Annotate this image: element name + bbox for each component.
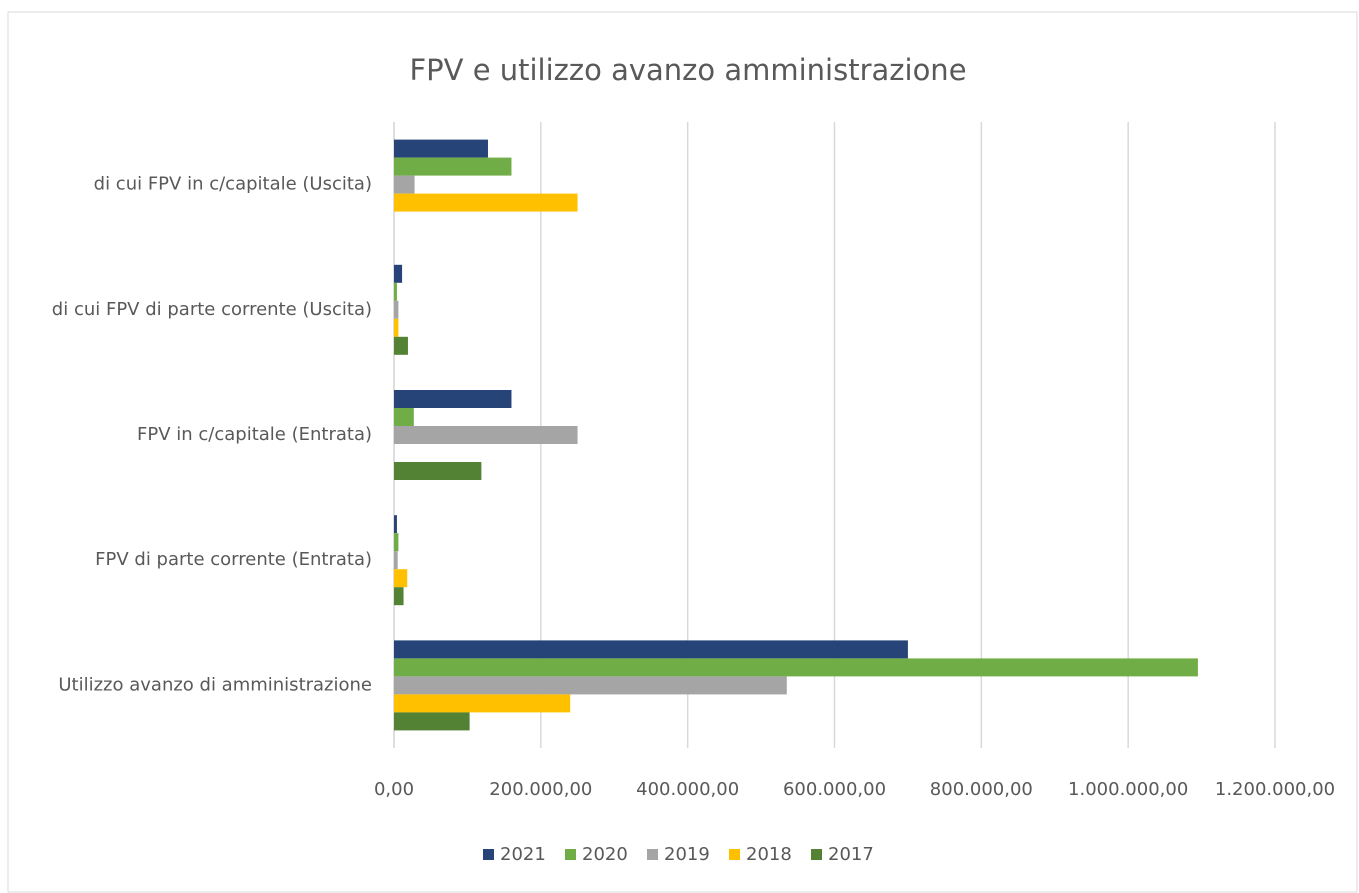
x-tick-label: 0,00 [374,779,414,800]
bar [394,533,399,552]
bar [394,193,578,212]
bar [394,515,397,534]
bar [394,712,470,731]
bar [394,175,415,194]
legend-swatch [647,849,658,860]
bar [394,551,398,570]
bar [394,587,404,606]
x-tick-label: 1.000.000,00 [1068,779,1188,800]
legend-swatch [729,849,740,860]
bar [394,390,512,408]
legend-label: 2020 [582,844,628,865]
y-tick-label: FPV di parte corrente (Entrata) [95,549,372,570]
legend-swatch [565,849,576,860]
bar [394,462,482,480]
bar [394,157,512,176]
bar [394,426,578,444]
x-tick-label: 400.000,00 [636,779,739,800]
bar [394,676,787,695]
bar [394,282,397,301]
bar [394,139,488,158]
legend-swatch [483,849,494,860]
bar [394,264,403,283]
x-tick-label: 200.000,00 [489,779,592,800]
x-tick-label: 600.000,00 [783,779,886,800]
y-tick-label: FPV in c/capitale (Entrata) [137,424,372,445]
x-tick-label: 1.200.000,00 [1215,779,1335,800]
bar [394,300,399,319]
bar [394,694,571,713]
bar [394,640,908,659]
bar [394,569,408,588]
y-tick-label: Utilizzo avanzo di amministrazione [58,674,372,695]
bar [394,658,1198,677]
x-tick-label: 800.000,00 [930,779,1033,800]
legend-label: 2019 [664,844,710,865]
bar [394,318,399,337]
y-tick-label: di cui FPV di parte corrente (Uscita) [52,299,372,320]
bar [394,336,408,355]
chart-title: FPV e utilizzo avanzo amministrazione [409,53,966,87]
legend-label: 2021 [500,844,546,865]
legend-swatch [811,849,822,860]
chart-border [7,11,1358,893]
bar [394,408,414,426]
legend-label: 2017 [828,844,874,865]
y-tick-label: di cui FPV in c/capitale (Uscita) [94,174,372,195]
legend-label: 2018 [746,844,792,865]
